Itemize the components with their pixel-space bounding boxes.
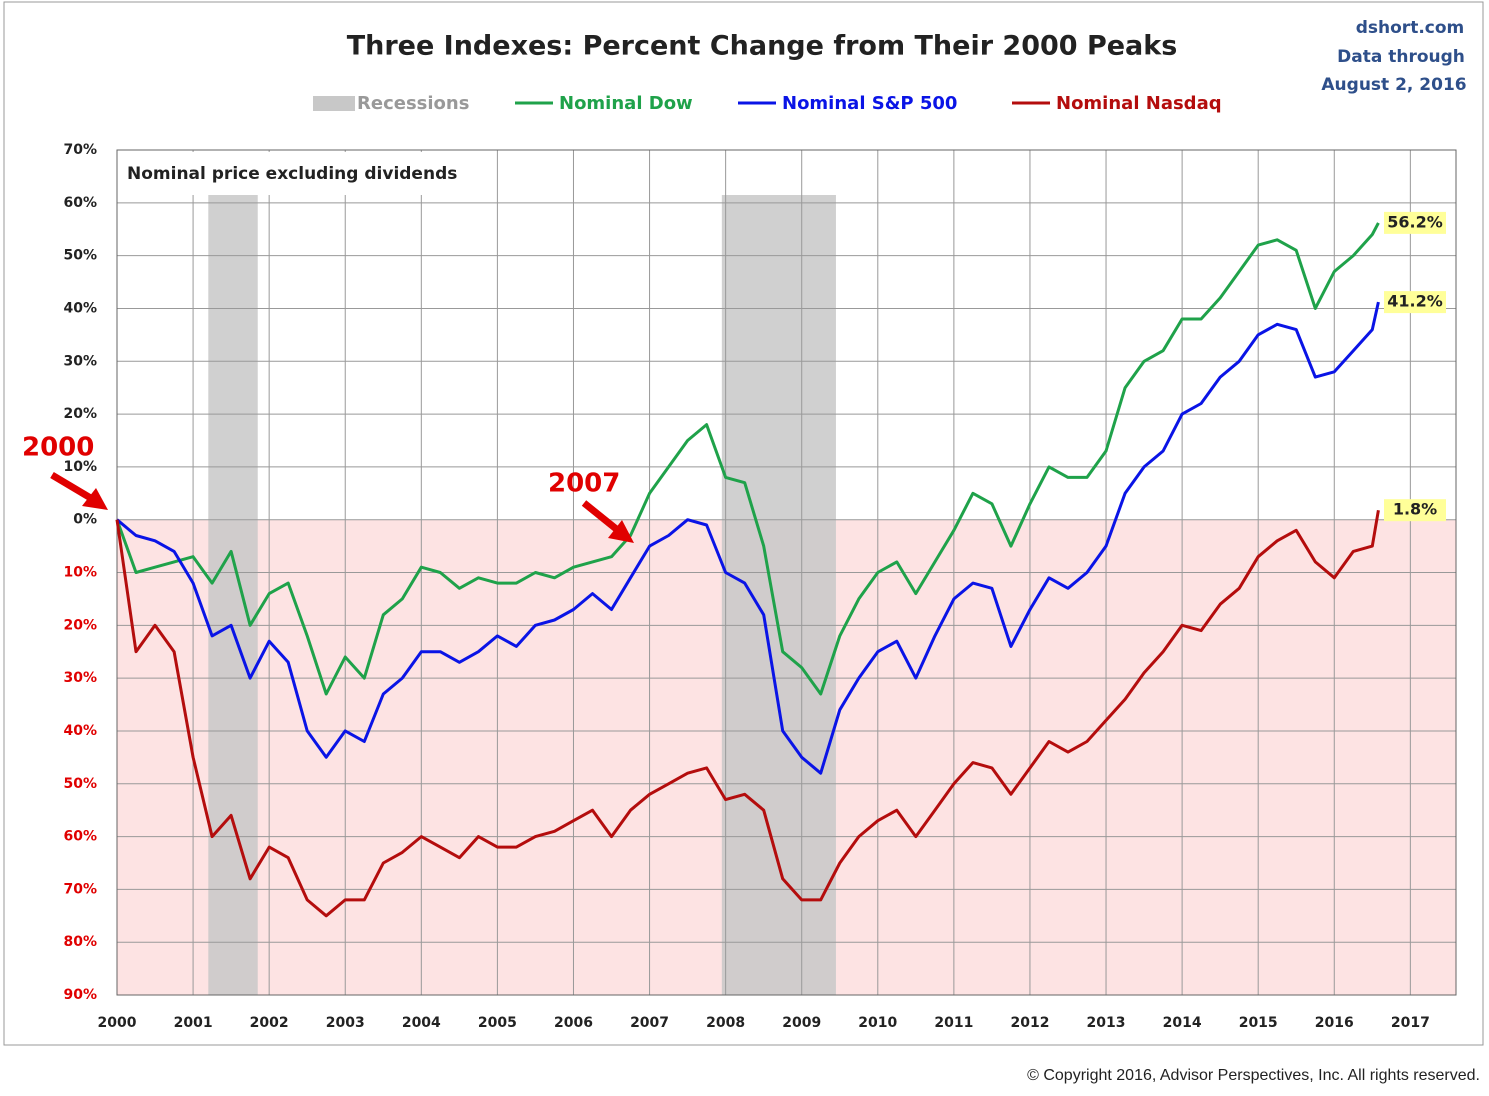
y-tick-label: 90% — [63, 987, 97, 1003]
legend-label: Recessions — [357, 93, 469, 114]
subtitle: Nominal price excluding dividends — [127, 164, 457, 184]
end-label: 41.2% — [1387, 292, 1443, 311]
chart-title: Three Indexes: Percent Change from Their… — [347, 31, 1178, 62]
source: Data through — [1337, 47, 1465, 67]
y-tick-label: 10% — [63, 459, 97, 475]
end-label-bg — [1384, 499, 1446, 522]
x-tick-label: 2008 — [706, 1015, 745, 1031]
annotation: 2000 — [22, 433, 94, 463]
y-tick-label: 20% — [63, 406, 97, 422]
x-tick-label: 2015 — [1239, 1015, 1278, 1031]
y-tick-label: 40% — [63, 723, 97, 739]
y-tick-label: 10% — [63, 565, 97, 581]
end-label-bg — [1384, 211, 1446, 234]
legend-label: Nominal Nasdaq — [1056, 93, 1222, 114]
subtitle-box — [119, 152, 479, 195]
series-line — [116, 301, 1380, 775]
x-tick-label: 2017 — [1391, 1015, 1430, 1031]
y-tick-label: 20% — [63, 617, 97, 633]
x-tick-label: 2007 — [630, 1015, 669, 1031]
x-tick-label: 2000 — [98, 1015, 137, 1031]
y-tick-label: 60% — [63, 829, 97, 845]
x-tick-label: 2016 — [1315, 1015, 1354, 1031]
x-tick-label: 2002 — [250, 1015, 289, 1031]
x-tick-label: 2012 — [1010, 1015, 1049, 1031]
series-line — [115, 509, 1380, 918]
source: dshort.com — [1356, 18, 1465, 38]
x-tick-label: 2010 — [858, 1015, 897, 1031]
recession-band — [208, 195, 258, 995]
y-tick-label: 50% — [63, 248, 97, 264]
legend-label: Nominal Dow — [559, 93, 693, 114]
y-tick-label: 30% — [63, 353, 97, 369]
y-tick-label: 50% — [63, 776, 97, 792]
y-tick-label: 30% — [63, 670, 97, 686]
x-tick-label: 2004 — [402, 1015, 441, 1031]
plot-border — [116, 149, 1457, 996]
x-tick-label: 2013 — [1087, 1015, 1126, 1031]
source: August 2, 2016 — [1321, 75, 1466, 95]
x-tick-label: 2001 — [174, 1015, 213, 1031]
x-tick-label: 2011 — [934, 1015, 973, 1031]
x-tick-label: 2003 — [326, 1015, 365, 1031]
y-tick-label: 60% — [63, 195, 97, 211]
y-tick-label: 80% — [63, 934, 97, 950]
recession-band — [721, 195, 836, 995]
end-label: 1.8% — [1393, 500, 1437, 519]
y-tick-label: 40% — [63, 300, 97, 316]
x-tick-label: 2014 — [1163, 1015, 1202, 1031]
x-tick-label: 2005 — [478, 1015, 517, 1031]
series-line — [115, 222, 1380, 696]
legend-label: Nominal S&P 500 — [782, 93, 957, 114]
y-tick-label: 70% — [63, 142, 97, 158]
y-tick-label: 0% — [73, 512, 97, 528]
annotation-arrow — [581, 500, 623, 535]
annotation: 2007 — [548, 469, 620, 499]
end-label-bg — [1384, 291, 1446, 314]
legend-swatch — [313, 96, 355, 111]
annotation-arrowhead — [82, 488, 108, 510]
end-label: 56.2% — [1387, 212, 1443, 231]
copyright: © Copyright 2016, Advisor Perspectives, … — [1027, 1067, 1480, 1084]
x-tick-label: 2006 — [554, 1015, 593, 1031]
annotation-arrowhead — [608, 520, 634, 543]
y-tick-label: 70% — [63, 881, 97, 897]
x-tick-label: 2009 — [782, 1015, 821, 1031]
annotation-arrow — [50, 471, 96, 504]
